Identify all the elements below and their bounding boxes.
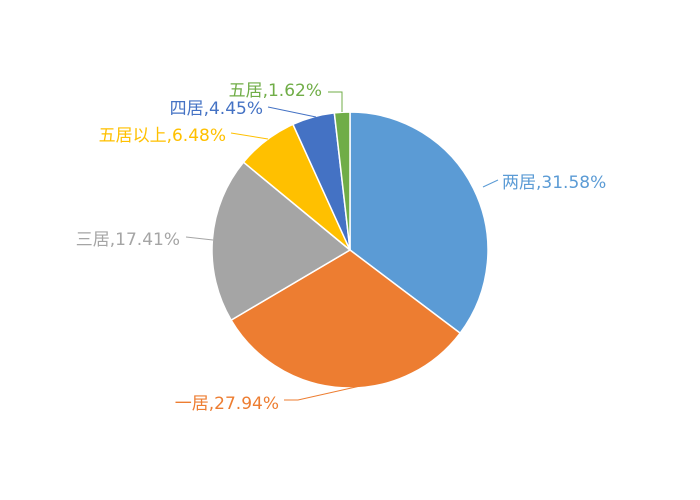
data-label-1: 两居,31.58%	[502, 173, 606, 193]
leader-line-5	[267, 106, 317, 118]
leader-lines	[185, 91, 499, 401]
pie-slice-2	[230, 249, 462, 389]
data-label-6: 五居,1.62%	[229, 81, 322, 101]
data-label-4: 五居以上,6.48%	[99, 126, 226, 146]
pie-slice-1	[349, 111, 489, 335]
pie-slice-3	[211, 161, 352, 322]
data-labels: 两居,31.58% 一居,27.94% 三居,17.41% 五居以上,6.48% 四居,…	[76, 81, 606, 414]
leader-line-4	[230, 132, 269, 140]
pie-slice-6	[333, 111, 351, 251]
pie-slices	[211, 111, 489, 389]
leader-line-1	[482, 179, 499, 188]
data-label-2: 一居,27.94%	[175, 394, 279, 414]
leader-line-3	[185, 236, 214, 241]
data-label-5: 四居,4.45%	[170, 99, 263, 119]
leader-line-2	[284, 381, 379, 401]
data-label-3: 三居,17.41%	[76, 230, 180, 250]
leader-line-6	[328, 91, 343, 112]
